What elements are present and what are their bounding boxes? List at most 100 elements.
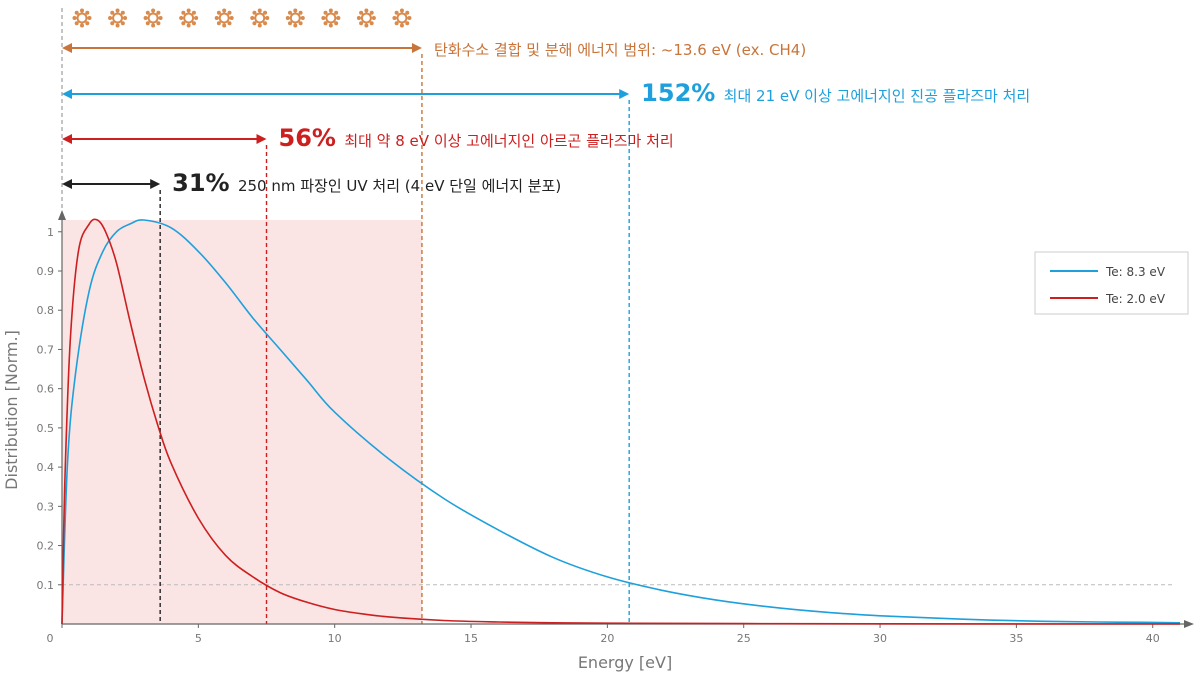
molecule-atom-outer [328,23,333,28]
molecule-atom-outer [151,8,156,13]
molecule-atom-outer [158,16,163,20]
molecule-atom-center [112,12,124,24]
annotations-layer: 탄화수소 결합 및 분해 에너지 범위: ~13.6 eV (ex. CH4) 1… [62,41,1030,197]
molecule-atom-outer [120,21,125,26]
molecule-icons-layer [72,8,412,28]
y-axis-arrowhead [58,210,66,220]
molecule-atom-outer [222,23,227,28]
molecule-atom-outer [359,21,364,26]
molecule-atom-outer [181,21,186,26]
molecule-atom-outer [265,16,270,20]
molecule-atom-outer [287,21,292,26]
molecule-atom-outer [323,21,328,26]
molecule-atom-outer [110,21,115,26]
molecule-atom-outer [300,16,305,20]
molecule-atom-outer [85,21,90,26]
annotation-arrowhead-left-a152 [62,89,72,99]
molecule-atom-outer [123,16,128,20]
molecule-icon [356,8,376,28]
molecule-atom-outer [115,23,120,28]
series-line-1 [61,218,1181,625]
y-tick-label-1: 0.2 [37,540,55,553]
molecule-icon [321,8,341,28]
molecule-atom-outer [359,10,364,15]
molecule-icon [179,8,199,28]
molecule-atom-outer [252,10,257,15]
legend-frame [1034,251,1189,315]
x-tick-label-3: 15 [464,632,478,645]
molecule-atom-outer [399,8,404,13]
molecule-atom-outer [227,10,232,15]
series-layer [61,218,1181,625]
annotation-percent-a31: 31% [172,169,238,197]
x-axis-title: Energy [eV] [578,653,672,672]
molecule-atom-outer [80,23,84,28]
molecule-atom-outer [108,16,113,20]
y-tick-label-9: 1 [47,226,54,239]
molecule-atom-outer [145,10,150,15]
molecule-atom-outer [186,8,191,13]
annotation-arrowhead-right-a31 [150,179,161,189]
shaded-region-layer [62,220,422,624]
molecule-icon [143,8,163,28]
legend: Te: 8.3 eV Te: 2.0 eV [1034,251,1189,315]
molecule-atom-outer [110,10,115,15]
molecule-atom-center [183,12,195,24]
molecule-atom-outer [214,16,219,20]
molecule-atom-center [76,12,88,24]
annotation-label-a152: 152% 최대 21 eV 이상 고에너지인 진공 플라즈마 처리 [641,79,1030,107]
annotation-arrowhead-right-a152 [619,89,630,99]
molecule-atom-outer [407,16,412,20]
molecule-atom-outer [285,16,290,20]
molecule-atom-outer [143,16,148,20]
annotation-text-hc: 탄화수소 결합 및 분해 에너지 범위: ~13.6 eV (ex. CH4) [434,41,806,59]
x-tick-label-5: 25 [737,632,751,645]
molecule-icon [72,8,92,28]
molecule-atom-outer [364,23,369,28]
x-axis-arrowhead [1184,620,1194,628]
molecule-atom-outer [405,21,410,26]
molecule-atom-outer [293,23,298,28]
molecule-atom-outer [222,8,227,13]
annotation-label-hc: 탄화수소 결합 및 분해 에너지 범위: ~13.6 eV (ex. CH4) [434,41,806,59]
molecule-atom-outer [72,16,77,20]
annotation-arrowhead-left-hc [62,43,72,53]
molecule-atom-outer [179,16,184,20]
annotation-a56: 56% 최대 약 8 eV 이상 고에너지인 아르곤 플라즈마 처리 [62,124,674,152]
molecule-atom-outer [191,10,196,15]
molecule-atom-outer [257,23,262,28]
molecule-icon [250,8,270,28]
molecule-atom-outer [394,10,399,15]
molecule-atom-outer [263,10,268,15]
annotation-text-a56: 최대 약 8 eV 이상 고에너지인 아르곤 플라즈마 처리 [344,132,673,150]
molecule-atom-outer [74,21,79,26]
molecule-atom-center [147,12,159,24]
molecule-atom-outer [321,16,326,20]
molecule-atom-outer [181,10,186,15]
annotation-text-a31: 250 nm 파장인 UV 처리 (4 eV 단일 에너지 분포) [238,177,561,195]
y-tick-label-5: 0.6 [37,383,55,396]
annotation-percent-a56: 56% [279,124,345,152]
legend-label-te-8-3: Te: 8.3 eV [1105,265,1166,279]
molecule-atom-outer [257,8,262,13]
y-tick-label-7: 0.8 [37,304,55,317]
molecule-atom-outer [216,10,221,15]
annotation-text-a152: 최대 21 eV 이상 고에너지인 진공 플라즈마 처리 [724,87,1031,105]
x-tick-label-4: 20 [600,632,614,645]
molecule-atom-outer [394,21,399,26]
molecule-atom-outer [369,21,374,26]
x-tick-label-6: 30 [873,632,887,645]
annotation-label-a31: 31% 250 nm 파장인 UV 처리 (4 eV 단일 에너지 분포) [172,169,561,197]
molecule-atom-outer [74,10,79,15]
y-tick-label-4: 0.5 [37,422,55,435]
molecule-atom-outer [298,10,303,15]
molecule-atom-outer [364,8,369,13]
annotation-hc: 탄화수소 결합 및 분해 에너지 범위: ~13.6 eV (ex. CH4) [62,41,806,59]
molecule-atom-outer [323,10,328,15]
annotation-arrowhead-right-a56 [256,134,267,144]
molecule-atom-outer [263,21,268,26]
molecule-atom-center [218,12,230,24]
molecule-atom-outer [298,21,303,26]
molecule-atom-outer [287,10,292,15]
